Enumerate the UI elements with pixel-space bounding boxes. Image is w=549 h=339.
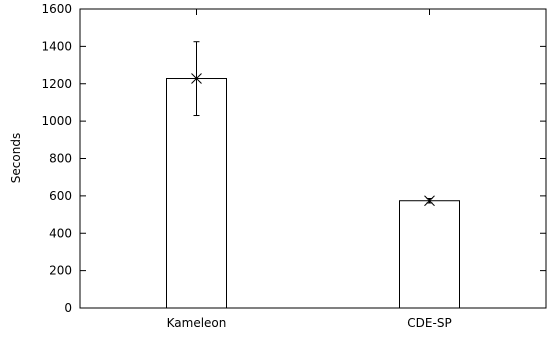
y-tick-label: 1600: [41, 2, 72, 16]
bar-cde-sp: [399, 200, 460, 309]
plot-frame: [79, 8, 547, 309]
mean-marker-stroke-b: [191, 73, 202, 84]
x-tick-label: Kameleon: [167, 316, 227, 330]
bar-kameleon: [166, 78, 227, 309]
y-tick-label: 0: [64, 301, 72, 315]
y-tick-label: 400: [49, 226, 72, 240]
x-tick-label: CDE-SP: [407, 316, 451, 330]
plot-area: 0 200 400 600 800 1000 1200 1400 1600 Kameleon CDE…: [41, 2, 547, 330]
mean-marker-stroke-b: [424, 195, 435, 207]
y-tick-label: 800: [49, 152, 72, 166]
y-tick-label: 600: [49, 189, 72, 203]
y-tick-label: 1200: [41, 77, 72, 91]
y-tick-label: 1000: [41, 114, 72, 128]
y-tick-label: 200: [49, 264, 72, 278]
y-axis-label: Seconds: [9, 133, 23, 183]
y-tick-label: 1400: [41, 39, 72, 53]
